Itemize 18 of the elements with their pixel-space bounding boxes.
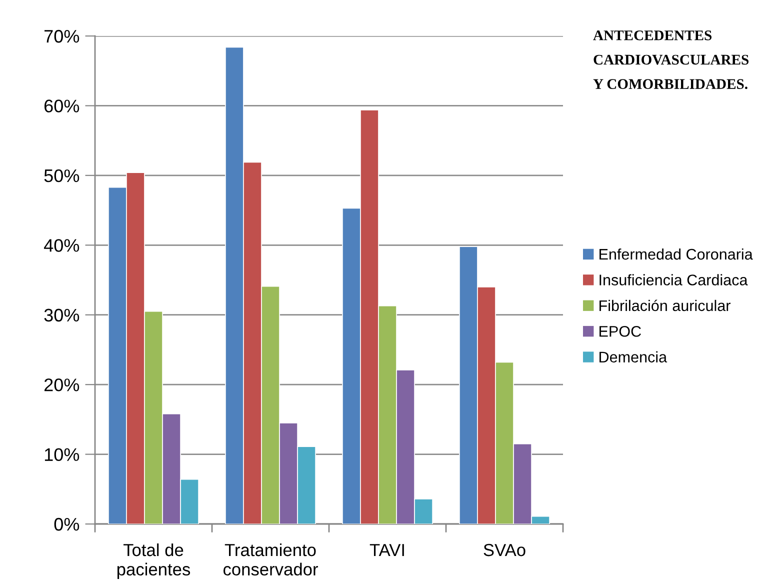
y-tick-label: 30%	[44, 308, 80, 322]
legend-label: EPOC	[600, 326, 641, 337]
x-tick-label: Total de pacientes	[117, 543, 190, 579]
y-tick-label: 10%	[44, 448, 80, 462]
x-tick-label: SVAo	[484, 544, 526, 556]
y-tick-label: 60%	[44, 100, 80, 112]
text: ANTECEDENTES CARDIOVASCULARES Y COMORBILIDADES.	[593, 30, 749, 90]
y-tick-label: 0%	[54, 518, 80, 531]
x-tick-label: Tratamiento conservador	[223, 543, 318, 576]
legend-label: Fibrilación auricular	[600, 300, 730, 312]
y-tick-label: 70%	[44, 30, 80, 43]
y-tick-label: 40%	[44, 239, 80, 252]
y-tick-label: 50%	[44, 169, 80, 182]
legend-label: Demencia	[600, 351, 668, 362]
x-tick-label: TAVI	[370, 544, 404, 556]
legend-label: Insuficiencia Cardiaca	[600, 274, 748, 286]
legend-label: Enfermedad Coronaria	[600, 248, 753, 260]
y-tick-label: 20%	[44, 378, 80, 392]
